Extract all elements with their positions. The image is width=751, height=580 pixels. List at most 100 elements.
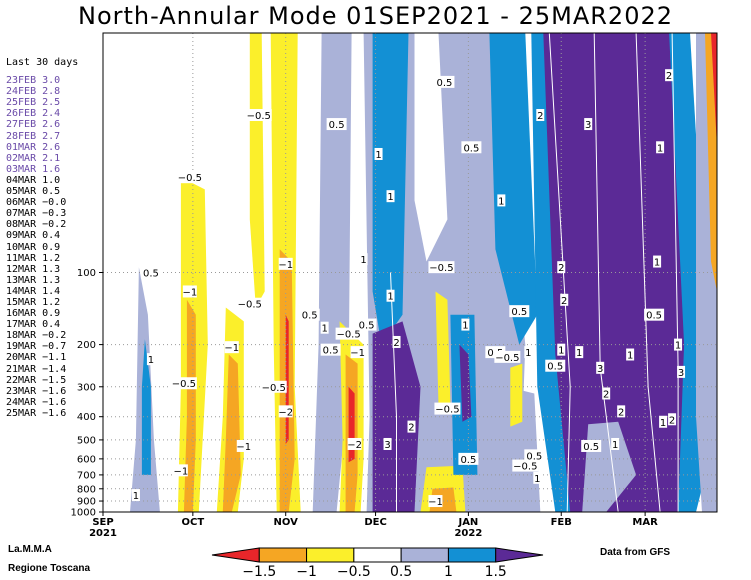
contour-label-bg (350, 346, 365, 359)
contour-label: −1 (173, 466, 188, 477)
contour-label: 1 (675, 341, 681, 352)
y-tick-label: 700 (77, 470, 96, 481)
side-panel-row: 18MAR −0.2 (6, 330, 106, 341)
contour-label-bg (611, 437, 620, 450)
side-panel-row: 23FEB 3.0 (6, 75, 106, 86)
row-date: 05MAR (6, 186, 37, 198)
contour-label-bg (581, 439, 602, 452)
contour-label-bg (236, 297, 263, 310)
contour-label-bg (659, 415, 668, 428)
side-panel-row: 12MAR 1.3 (6, 264, 106, 275)
contour-label: 0.5 (323, 346, 339, 357)
contour-label-bg (320, 343, 341, 356)
contour-label-bg (182, 285, 197, 298)
contour-label: −2 (278, 407, 293, 418)
side-panel-row: 27FEB 2.6 (6, 119, 106, 130)
contour-label-bg (434, 402, 461, 415)
colorbar-swatch (495, 547, 544, 563)
y-tick-label: 400 (77, 412, 96, 423)
contour-label-bg (557, 343, 566, 356)
contour-label-bg (524, 346, 533, 359)
contour-label: 1 (387, 292, 393, 303)
contour-label-bg (656, 141, 665, 154)
side-panel-row: 05MAR 0.5 (6, 186, 106, 197)
organization-credit: La.M.M.A Regione Toscana (8, 540, 90, 578)
side-panel-row: 23MAR −1.6 (6, 386, 106, 397)
contour-label: 1 (534, 474, 540, 485)
contour-label-bg (458, 452, 479, 465)
contour-label: 0.5 (547, 362, 563, 373)
data-source: Data from GFS (600, 547, 671, 558)
contour-label: 3 (384, 440, 390, 451)
contour-label: 1 (462, 321, 468, 332)
side-panel-row: 11MAR 1.2 (6, 253, 106, 264)
row-date: 07MAR (6, 208, 37, 220)
colorbar-tick-label: −1 (296, 564, 317, 580)
contour-label-bg (326, 118, 347, 131)
y-tick-label: 600 (77, 454, 96, 465)
contour-label: 2 (537, 111, 543, 122)
colorbar-swatch (353, 547, 402, 563)
row-date: 23FEB (6, 75, 37, 87)
colorbar-swatch (400, 547, 449, 563)
side-panel-row: 07MAR −0.3 (6, 208, 106, 219)
contour-label-bg (644, 308, 665, 321)
contour-line (635, 33, 661, 512)
side-panel-row: 02MAR 2.1 (6, 153, 106, 164)
colorbar-tick-label: 0.5 (390, 564, 412, 580)
contour-label: 1 (558, 346, 564, 357)
contour-label-bg (653, 255, 662, 268)
contour-label: 1 (576, 348, 582, 359)
row-value: 2.5 (36, 97, 61, 109)
row-date: 01MAR (6, 141, 37, 153)
contour-label-bg (626, 348, 635, 361)
contour-label-bg (665, 69, 674, 82)
contour-line (548, 33, 571, 512)
row-value: 2.6 (36, 119, 61, 131)
contour-label-bg (320, 321, 329, 334)
side-panel-row: 17MAR 0.4 (6, 319, 106, 330)
y-tick-label: 300 (77, 382, 96, 393)
row-date: 02MAR (6, 152, 37, 164)
contour-label-bg (176, 171, 203, 184)
x-tick-label: FEB (551, 517, 572, 528)
row-value: −0.3 (36, 208, 67, 220)
contour-label-bg (494, 350, 521, 363)
contour-label-bg (560, 293, 569, 306)
side-panel-row: 06MAR −0.0 (6, 197, 106, 208)
x-tick-label: NOV (274, 517, 299, 528)
contour-label: −0.5 (262, 383, 286, 394)
side-panel-row: 26FEB 2.4 (6, 108, 106, 119)
contour-fields (103, 33, 717, 512)
contour-label-bg (677, 365, 686, 378)
contour-label-bg (602, 387, 611, 400)
contour-label-bg (596, 361, 605, 374)
colorbar-swatch (258, 547, 308, 563)
row-date: 11MAR (6, 252, 37, 264)
chart-title: North-Annular Mode 01SEP2021 - 25MAR2022 (77, 2, 674, 30)
row-value: 0.5 (36, 186, 61, 198)
side-panel-row: 14MAR 1.4 (6, 286, 106, 297)
contour-label: 0.5 (329, 120, 345, 131)
x-year-label: 2021 (89, 528, 117, 539)
contour-label: −1 (182, 287, 197, 298)
row-date: 27FEB (6, 119, 37, 131)
contour-label: −1 (428, 497, 443, 508)
row-value: 0.4 (36, 230, 61, 242)
row-date: 23MAR (6, 385, 37, 397)
contour-label: 1 (627, 351, 633, 362)
contour-label-bg (461, 318, 470, 331)
row-date: 24MAR (6, 396, 37, 408)
contour-label: 1 (375, 150, 381, 161)
contour-label: 0.5 (511, 307, 527, 318)
contour-label-bg (173, 464, 188, 477)
y-tick-label: 900 (77, 497, 96, 508)
colorbar: −1.5 −1 −0.5 0.5 1 1.5 (211, 547, 544, 580)
row-value: 0.9 (36, 241, 61, 253)
row-date: 24FEB (6, 86, 37, 98)
x-year-label: 2022 (454, 528, 482, 539)
row-date: 25FEB (6, 97, 37, 109)
row-date: 08MAR (6, 219, 37, 231)
contour-label: 1 (387, 192, 393, 203)
